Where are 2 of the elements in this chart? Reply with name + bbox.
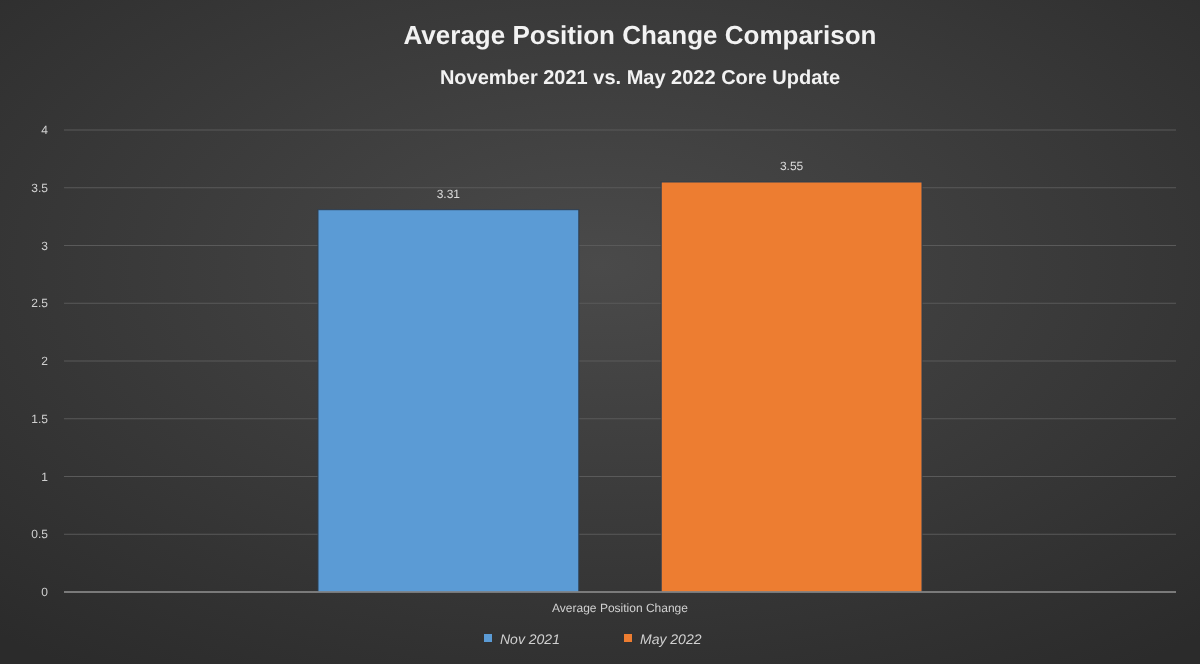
chart-title: Average Position Change Comparison: [403, 20, 877, 50]
chart-subtitle: November 2021 vs. May 2022 Core Update: [439, 68, 841, 90]
